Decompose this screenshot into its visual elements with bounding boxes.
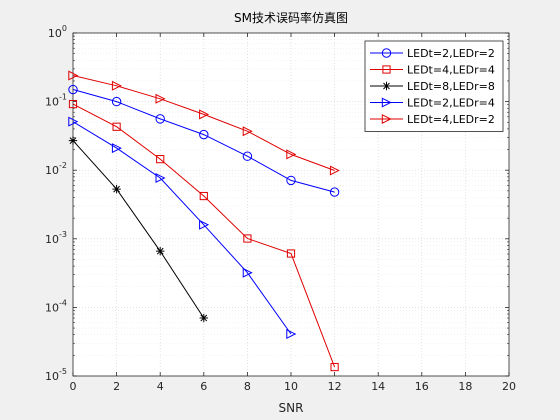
x-tick-label: 20 xyxy=(502,380,516,393)
data-point xyxy=(329,165,340,176)
data-point xyxy=(68,70,79,81)
x-tick-label: 16 xyxy=(415,380,429,393)
data-point xyxy=(68,99,78,109)
legend-marker xyxy=(382,65,391,74)
series-5 xyxy=(68,70,340,176)
x-tick-label: 6 xyxy=(200,380,207,393)
data-point xyxy=(199,129,209,140)
legend-item: LEDt=2,LEDr=2 xyxy=(370,47,495,60)
series-line xyxy=(72,103,336,368)
data-point xyxy=(199,191,208,201)
data-point xyxy=(286,328,297,339)
ticks: 0 2 4 6 8 10 12 14 16 18 20 100 10-1 10-2 10-3 10-4 10-5 xyxy=(45,24,516,393)
chart-title: SM技术误码率仿真图 xyxy=(234,10,348,25)
x-tick-label: 10 xyxy=(284,380,298,393)
data-point xyxy=(111,80,122,91)
data-point xyxy=(286,175,296,186)
x-tick-label: 0 xyxy=(70,380,77,393)
data-point xyxy=(242,151,253,161)
legend-item: LEDt=4,LEDr=4 xyxy=(370,64,495,77)
legend-label: LEDt=2,LEDr=4 xyxy=(407,97,495,110)
x-axis-label: SNR xyxy=(279,401,304,415)
legend-label: LEDt=8,LEDr=8 xyxy=(407,80,495,93)
legend-marker xyxy=(381,97,392,108)
data-point xyxy=(286,149,297,160)
data-point xyxy=(199,313,208,323)
y-tick-label: 10-3 xyxy=(45,230,67,246)
series-group xyxy=(68,70,340,372)
legend-marker xyxy=(382,81,391,91)
y-tick-label: 10-5 xyxy=(45,367,67,383)
x-tick-label: 18 xyxy=(458,380,472,393)
legend-box xyxy=(364,40,504,132)
data-point xyxy=(199,109,210,120)
x-tick-label: 8 xyxy=(244,380,251,393)
data-point xyxy=(199,219,210,230)
legend-item: LEDt=8,LEDr=8 xyxy=(370,80,495,93)
series-line xyxy=(72,89,335,193)
data-point xyxy=(68,136,78,145)
data-point xyxy=(243,234,252,243)
x-tick-label: 4 xyxy=(157,380,164,393)
y-tick-label: 100 xyxy=(48,24,67,40)
data-point xyxy=(330,362,339,372)
data-point xyxy=(112,122,121,131)
legend-marker xyxy=(381,113,392,125)
legend-marker xyxy=(381,48,392,58)
x-tick-label: 12 xyxy=(328,380,342,393)
data-point xyxy=(156,246,165,256)
series-2 xyxy=(68,99,339,372)
legend-label: LEDt=2,LEDr=2 xyxy=(407,47,495,60)
series-4 xyxy=(68,116,297,339)
x-tick-label: 14 xyxy=(371,380,385,393)
data-point xyxy=(68,116,79,127)
legend-item: LEDt=2,LEDr=4 xyxy=(370,97,495,110)
legend-item: LEDt=4,LEDr=2 xyxy=(370,113,495,126)
series-line xyxy=(72,140,205,319)
data-point xyxy=(242,126,253,137)
y-tick-label: 10-4 xyxy=(45,298,67,314)
data-point xyxy=(155,93,166,104)
data-point xyxy=(155,172,166,183)
series-line xyxy=(72,121,292,335)
series-1 xyxy=(68,84,340,197)
data-point xyxy=(112,184,121,194)
y-tick-label: 10-1 xyxy=(45,93,67,109)
legend: LEDt=2,LEDr=2 LEDt=4,LEDr=4 LEDt=8,LEDr=8 L… xyxy=(364,40,504,132)
data-point xyxy=(156,155,165,164)
data-point xyxy=(242,267,253,278)
legend-label: LEDt=4,LEDr=2 xyxy=(407,113,495,126)
y-tick-label: 10-2 xyxy=(45,161,67,177)
series-3 xyxy=(68,136,208,323)
legend-label: LEDt=4,LEDr=4 xyxy=(407,64,495,77)
data-point xyxy=(329,187,340,197)
data-point xyxy=(155,114,165,124)
data-point xyxy=(111,143,122,154)
x-tick-label: 2 xyxy=(113,380,120,393)
series-line xyxy=(72,75,335,171)
data-point xyxy=(286,249,296,258)
data-point xyxy=(68,84,78,95)
data-point xyxy=(111,96,122,107)
